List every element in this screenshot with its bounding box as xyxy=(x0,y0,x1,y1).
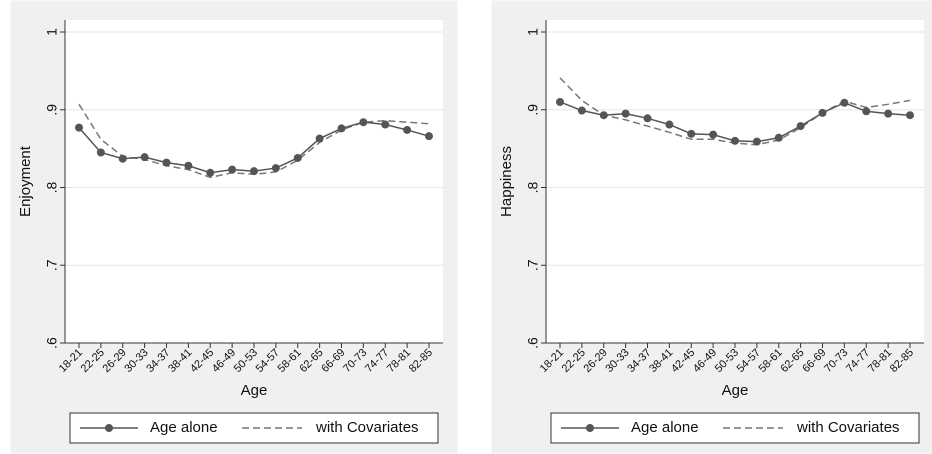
data-point-age-alone xyxy=(315,134,324,143)
data-point-age-alone xyxy=(250,167,258,176)
data-point-age-alone xyxy=(818,108,827,117)
data-point-age-alone xyxy=(796,122,805,131)
data-point-age-alone xyxy=(425,132,433,141)
data-point-age-alone xyxy=(709,130,718,139)
y-tick-label: .8 xyxy=(44,181,60,193)
legend-marker-age-alone xyxy=(105,424,113,432)
y-tick-label: .8 xyxy=(525,181,541,193)
data-point-age-alone xyxy=(359,118,368,127)
data-point-age-alone xyxy=(643,114,652,123)
data-point-age-alone xyxy=(556,97,564,106)
legend-label-with-covariates: with Covariates xyxy=(796,419,900,436)
data-point-age-alone xyxy=(599,111,608,120)
y-axis-title: Enjoyment xyxy=(17,145,34,217)
data-point-age-alone xyxy=(206,168,215,177)
data-point-age-alone xyxy=(228,165,237,174)
data-point-age-alone xyxy=(381,120,390,129)
data-point-age-alone xyxy=(140,153,149,162)
y-tick-label: .7 xyxy=(44,259,60,271)
plot-area xyxy=(65,20,443,343)
x-axis-title: Age xyxy=(722,382,749,399)
data-point-age-alone xyxy=(906,111,914,120)
y-tick-label: 1 xyxy=(44,28,60,36)
plot-area xyxy=(546,20,924,343)
data-point-age-alone xyxy=(75,123,83,132)
data-point-age-alone xyxy=(884,109,893,118)
data-point-age-alone xyxy=(118,154,127,163)
y-tick-label: .6 xyxy=(525,337,541,349)
data-point-age-alone xyxy=(271,164,280,173)
data-point-age-alone xyxy=(621,109,630,118)
data-point-age-alone xyxy=(840,98,849,107)
data-point-age-alone xyxy=(862,107,871,116)
x-axis-title: Age xyxy=(241,382,268,399)
data-point-age-alone xyxy=(752,137,761,146)
y-tick-label: 1 xyxy=(525,28,541,36)
y-tick-label: .7 xyxy=(525,259,541,271)
happiness-chart: .6.7.8.9118-2122-2526-2930-3334-3738-414… xyxy=(491,0,932,454)
data-point-age-alone xyxy=(293,153,302,162)
legend-marker-age-alone xyxy=(586,424,594,432)
data-point-age-alone xyxy=(403,125,412,134)
legend-label-with-covariates: with Covariates xyxy=(315,419,419,436)
data-point-age-alone xyxy=(687,129,696,138)
legend-label-age-alone: Age alone xyxy=(150,419,218,436)
y-tick-label: .6 xyxy=(44,337,60,349)
legend-label-age-alone: Age alone xyxy=(631,419,699,436)
happiness-chart-panel: .6.7.8.9 1 18-21 22-25 26-29 30-33 34-37 38-41 4… xyxy=(491,0,932,454)
data-point-age-alone xyxy=(337,124,346,133)
y-tick-label: .9 xyxy=(525,104,541,116)
data-point-age-alone xyxy=(774,133,783,142)
data-point-age-alone xyxy=(184,161,193,170)
data-point-age-alone xyxy=(577,106,586,115)
y-axis-title: Happiness xyxy=(498,146,515,217)
enjoyment-chart: .6.7.8.9118-2122-2526-2930-3334-3738-414… xyxy=(10,0,458,454)
data-point-age-alone xyxy=(731,136,739,145)
data-point-age-alone xyxy=(162,158,171,167)
data-point-age-alone xyxy=(96,148,105,157)
data-point-age-alone xyxy=(665,120,674,129)
enjoyment-chart-panel: .6.7.8.9 1 18-21 22-25 26-29 30-33 34-37 38-41 4… xyxy=(10,0,458,454)
y-tick-label: .9 xyxy=(44,104,60,116)
